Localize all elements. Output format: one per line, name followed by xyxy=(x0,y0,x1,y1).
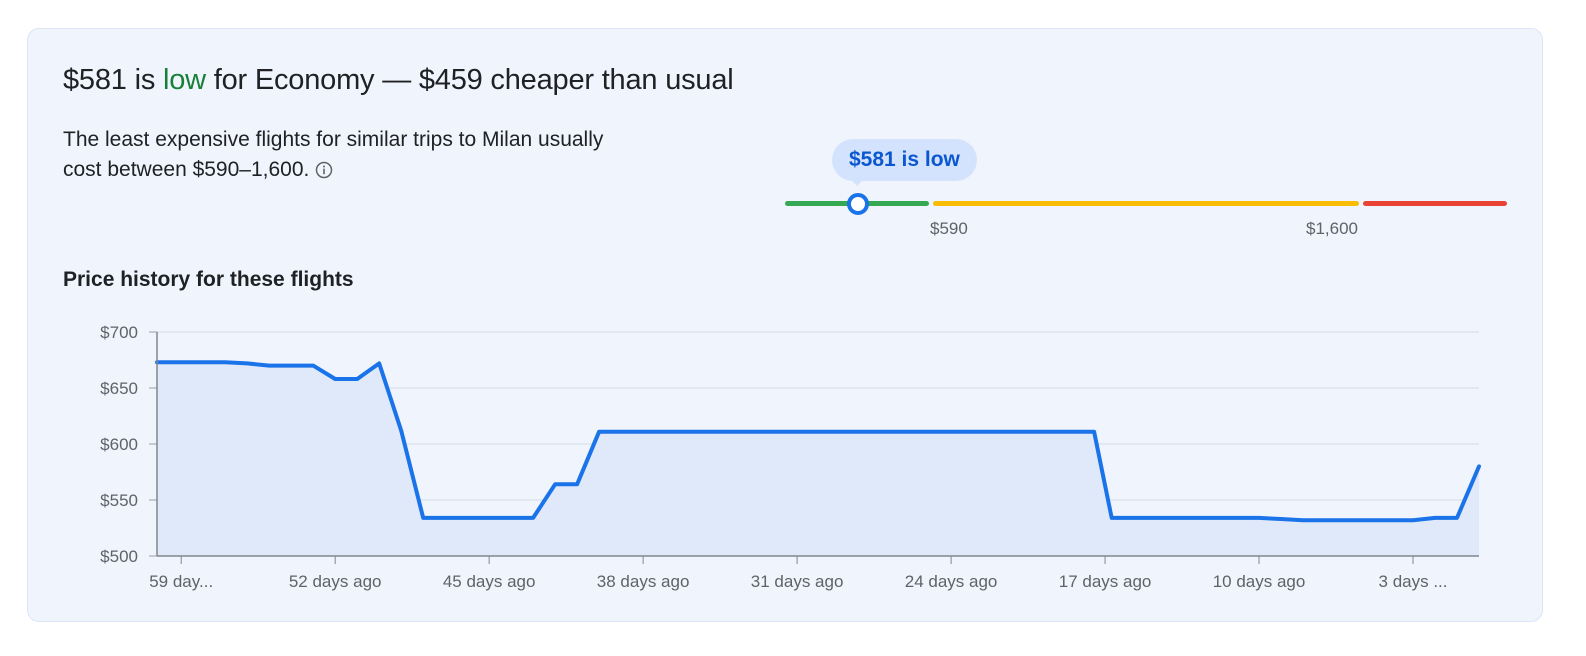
current-price-marker xyxy=(847,193,869,215)
y-tick-label: $500 xyxy=(100,547,138,566)
headline-price: $581 is xyxy=(63,64,163,96)
price-headline: $581 is low for Economy — $459 cheaper t… xyxy=(63,61,734,99)
price-description: The least expensive flights for similar … xyxy=(63,125,623,185)
x-tick-label: 31 days ago xyxy=(751,572,844,591)
high-threshold-label: $1,600 xyxy=(1306,219,1358,238)
x-tick-label: 38 days ago xyxy=(597,572,690,591)
y-tick-label: $700 xyxy=(100,323,138,342)
price-description-text: The least expensive flights for similar … xyxy=(63,128,604,181)
low-threshold-label: $590 xyxy=(930,219,968,238)
price-line xyxy=(155,360,1481,523)
headline-status: low xyxy=(162,64,206,96)
high-price-segment xyxy=(1363,201,1507,206)
price-bubble-pointer xyxy=(850,179,864,186)
x-tick-label: 52 days ago xyxy=(289,572,382,591)
y-tick-label: $600 xyxy=(100,435,138,454)
x-tick-label: 45 days ago xyxy=(443,572,536,591)
typical-price-segment xyxy=(933,201,1359,206)
x-tick-label: 24 days ago xyxy=(905,572,998,591)
price-bubble: $581 is low xyxy=(832,139,977,181)
info-icon[interactable] xyxy=(315,158,333,179)
x-tick-label: 17 days ago xyxy=(1059,572,1152,591)
price-range-indicator: $581 is low $590 $1,600 xyxy=(780,130,1520,240)
price-area xyxy=(157,362,1479,556)
x-tick-label: 10 days ago xyxy=(1213,572,1306,591)
y-tick-label: $650 xyxy=(100,379,138,398)
x-tick-label: 59 day... xyxy=(149,572,213,591)
y-tick-label: $550 xyxy=(100,491,138,510)
x-tick-label: 3 days ... xyxy=(1379,572,1448,591)
headline-rest: for Economy — $459 cheaper than usual xyxy=(205,64,734,96)
price-history-title: Price history for these flights xyxy=(63,268,354,291)
